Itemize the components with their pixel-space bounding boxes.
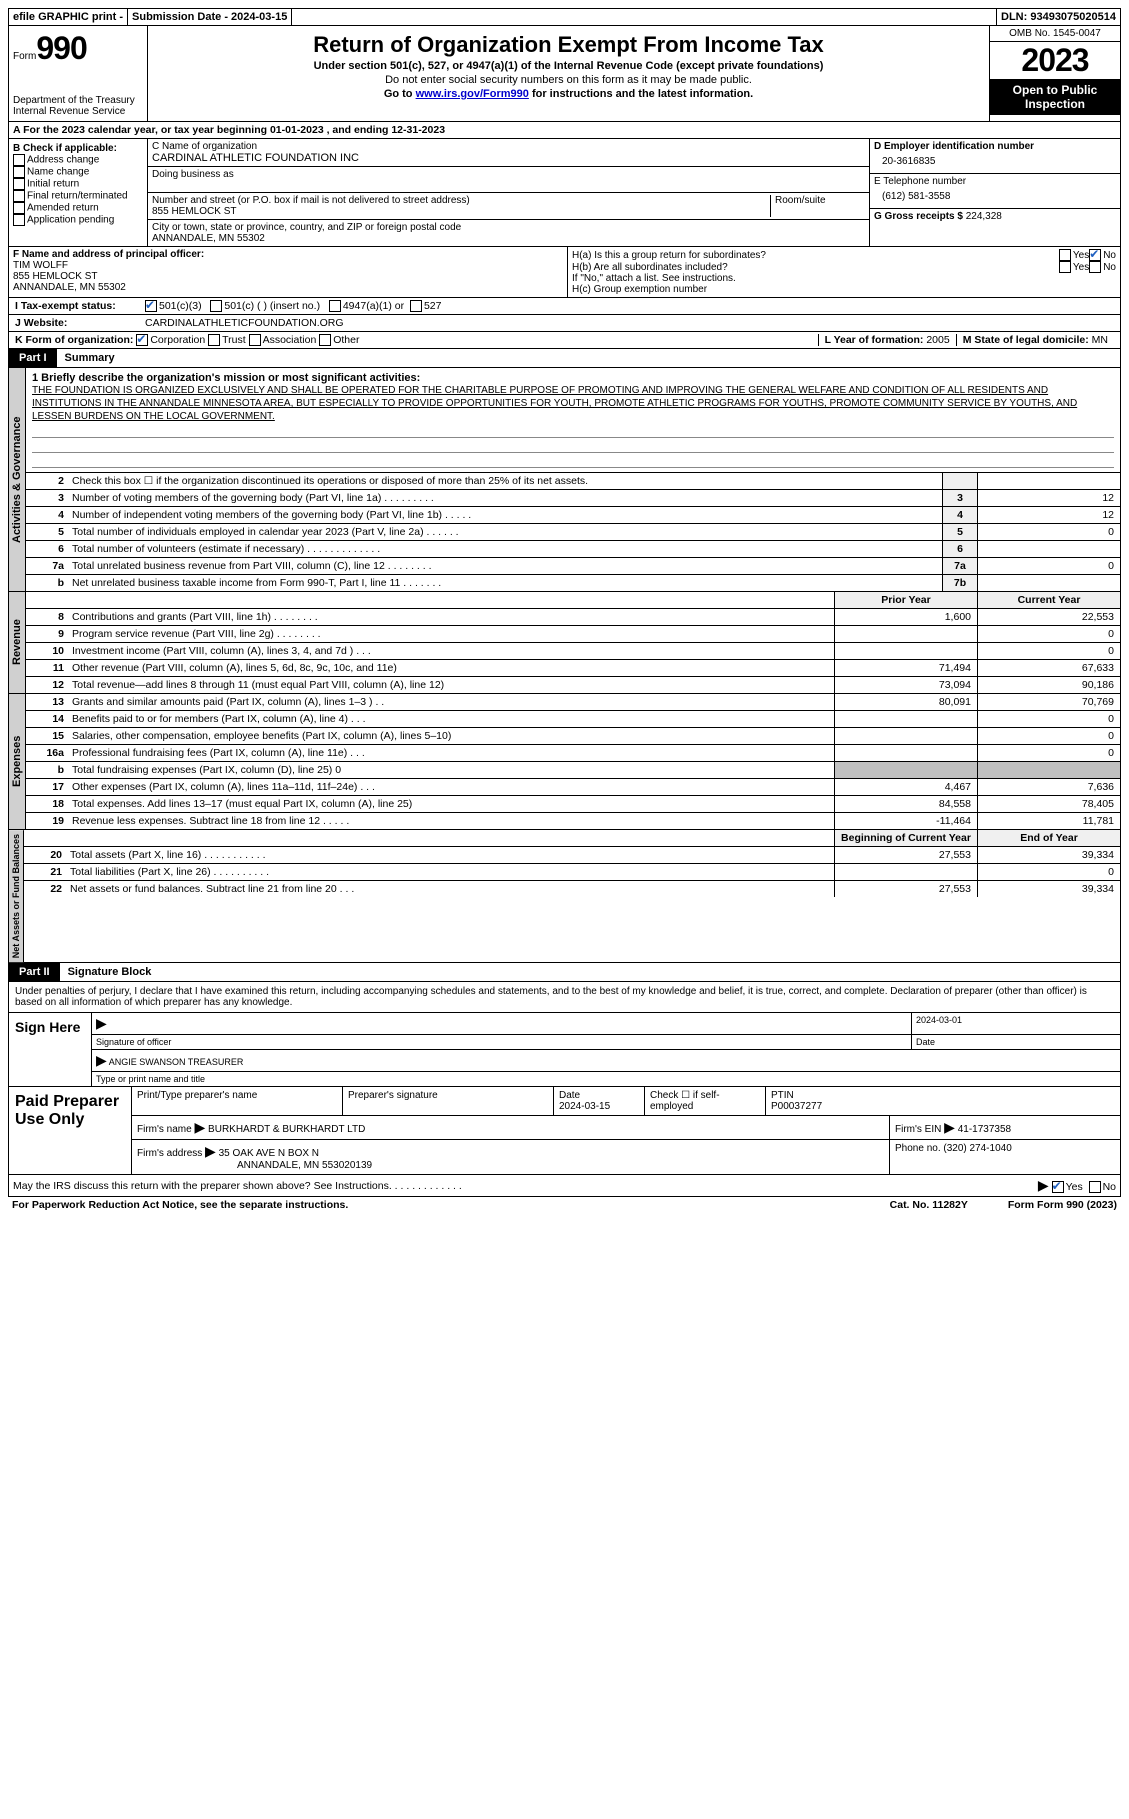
- part1-header: Part I Summary: [8, 349, 1121, 368]
- form-subtitle: Under section 501(c), 527, or 4947(a)(1)…: [156, 60, 981, 72]
- line-row: 21Total liabilities (Part X, line 26) . …: [24, 864, 1120, 881]
- form-title: Return of Organization Exempt From Incom…: [156, 32, 981, 58]
- line-row: 20Total assets (Part X, line 16) . . . .…: [24, 847, 1120, 864]
- section-klm: K Form of organization: Corporation Trus…: [8, 332, 1121, 349]
- dln-cell: DLN: 93493075020514: [997, 9, 1120, 25]
- hb-yes[interactable]: [1059, 261, 1071, 273]
- line-row: 4Number of independent voting members of…: [26, 507, 1120, 524]
- ssn-note: Do not enter social security numbers on …: [156, 74, 981, 86]
- top-spacer: [292, 9, 997, 25]
- line-row: 22Net assets or fund balances. Subtract …: [24, 881, 1120, 897]
- line-row: 11Other revenue (Part VIII, column (A), …: [26, 660, 1120, 677]
- line-row: 18Total expenses. Add lines 13–17 (must …: [26, 796, 1120, 813]
- org-name: CARDINAL ATHLETIC FOUNDATION INC: [152, 152, 865, 164]
- revenue-section: Revenue Prior Year Current Year 8Contrib…: [8, 592, 1121, 694]
- preparer-block: Paid Preparer Use Only Print/Type prepar…: [8, 1087, 1121, 1175]
- phone: (612) 581-3558: [874, 187, 1116, 206]
- vlabel-expenses: Expenses: [9, 694, 26, 829]
- line-row: 2Check this box ☐ if the organization di…: [26, 473, 1120, 490]
- section-j: J Website: CARDINALATHLETICFOUNDATION.OR…: [8, 315, 1121, 332]
- sign-here-block: Sign Here ▶ 2024-03-01 Signature of offi…: [8, 1013, 1121, 1087]
- discuss-row: May the IRS discuss this return with the…: [8, 1175, 1121, 1197]
- line-row: 3Number of voting members of the governi…: [26, 490, 1120, 507]
- ha-no[interactable]: [1089, 249, 1101, 261]
- mission-block: 1 Briefly describe the organization's mi…: [26, 368, 1120, 473]
- efile-label: efile GRAPHIC print -: [9, 9, 128, 25]
- org-city: ANNANDALE, MN 55302: [152, 233, 865, 244]
- line-row: 17Other expenses (Part IX, column (A), l…: [26, 779, 1120, 796]
- line-row: 9Program service revenue (Part VIII, lin…: [26, 626, 1120, 643]
- corp-check[interactable]: [136, 334, 148, 346]
- check-name[interactable]: Name change: [13, 166, 143, 178]
- line-row: 8Contributions and grants (Part VIII, li…: [26, 609, 1120, 626]
- form-header: Form990 Department of the Treasury Inter…: [8, 26, 1121, 122]
- vlabel-revenue: Revenue: [9, 592, 26, 693]
- line-row: 6Total number of volunteers (estimate if…: [26, 541, 1120, 558]
- line-row: 14Benefits paid to or for members (Part …: [26, 711, 1120, 728]
- ha-yes[interactable]: [1059, 249, 1071, 261]
- gross-receipts: 224,328: [966, 211, 1002, 222]
- dept-label: Department of the Treasury Internal Reve…: [13, 95, 143, 117]
- line-row: 15Salaries, other compensation, employee…: [26, 728, 1120, 745]
- fh-block: F Name and address of principal officer:…: [8, 247, 1121, 298]
- check-pending[interactable]: Application pending: [13, 214, 143, 226]
- section-c: C Name of organization CARDINAL ATHLETIC…: [148, 139, 870, 246]
- line-row: 12Total revenue—add lines 8 through 11 (…: [26, 677, 1120, 693]
- discuss-no[interactable]: [1089, 1181, 1101, 1193]
- section-a: A For the 2023 calendar year, or tax yea…: [8, 122, 1121, 139]
- pra-footer: For Paperwork Reduction Act Notice, see …: [8, 1197, 1121, 1213]
- irs-link[interactable]: www.irs.gov/Form990: [416, 88, 529, 100]
- vlabel-netassets: Net Assets or Fund Balances: [9, 830, 24, 962]
- section-f: F Name and address of principal officer:…: [9, 247, 568, 297]
- discuss-yes[interactable]: [1052, 1181, 1064, 1193]
- section-b: B Check if applicable: Address change Na…: [9, 139, 148, 246]
- submission-cell: Submission Date - 2024-03-15: [128, 9, 292, 25]
- line-row: 10Investment income (Part VIII, column (…: [26, 643, 1120, 660]
- sig-intro: Under penalties of perjury, I declare th…: [8, 982, 1121, 1013]
- part2-header: Part II Signature Block: [8, 963, 1121, 982]
- section-d: D Employer identification number 20-3616…: [870, 139, 1120, 246]
- tax-year: 2023: [990, 42, 1120, 79]
- header-right: OMB No. 1545-0047 2023 Open to Public In…: [989, 26, 1120, 121]
- netassets-section: Net Assets or Fund Balances Beginning of…: [8, 830, 1121, 963]
- section-h: H(a) Is this a group return for subordin…: [568, 247, 1120, 297]
- check-address[interactable]: Address change: [13, 154, 143, 166]
- bcd-block: B Check if applicable: Address change Na…: [8, 139, 1121, 247]
- org-street: 855 HEMLOCK ST: [152, 206, 766, 217]
- line-row: 19Revenue less expenses. Subtract line 1…: [26, 813, 1120, 829]
- line-row: 5Total number of individuals employed in…: [26, 524, 1120, 541]
- section-i: I Tax-exempt status: 501(c)(3) 501(c) ( …: [8, 298, 1121, 315]
- vlabel-governance: Activities & Governance: [9, 368, 26, 591]
- goto-line: Go to www.irs.gov/Form990 for instructio…: [156, 88, 981, 100]
- top-bar: efile GRAPHIC print - Submission Date - …: [8, 8, 1121, 26]
- line-row: bNet unrelated business taxable income f…: [26, 575, 1120, 591]
- ein: 20-3616835: [874, 152, 1116, 171]
- line-row: 7aTotal unrelated business revenue from …: [26, 558, 1120, 575]
- header-center: Return of Organization Exempt From Incom…: [148, 26, 989, 121]
- 501c3-check[interactable]: [145, 300, 157, 312]
- omb-label: OMB No. 1545-0047: [990, 26, 1120, 42]
- website-value: CARDINALATHLETICFOUNDATION.ORG: [145, 317, 344, 329]
- expenses-section: Expenses 13Grants and similar amounts pa…: [8, 694, 1121, 830]
- hb-no[interactable]: [1089, 261, 1101, 273]
- line-row: 13Grants and similar amounts paid (Part …: [26, 694, 1120, 711]
- header-left: Form990 Department of the Treasury Inter…: [9, 26, 148, 121]
- mission-text: THE FOUNDATION IS ORGANIZED EXCLUSIVELY …: [32, 384, 1114, 423]
- check-amended[interactable]: Amended return: [13, 202, 143, 214]
- line-row: 16aProfessional fundraising fees (Part I…: [26, 745, 1120, 762]
- governance-section: Activities & Governance 1 Briefly descri…: [8, 368, 1121, 592]
- check-final[interactable]: Final return/terminated: [13, 190, 143, 202]
- check-initial[interactable]: Initial return: [13, 178, 143, 190]
- line-row: bTotal fundraising expenses (Part IX, co…: [26, 762, 1120, 779]
- inspection-label: Open to Public Inspection: [990, 79, 1120, 115]
